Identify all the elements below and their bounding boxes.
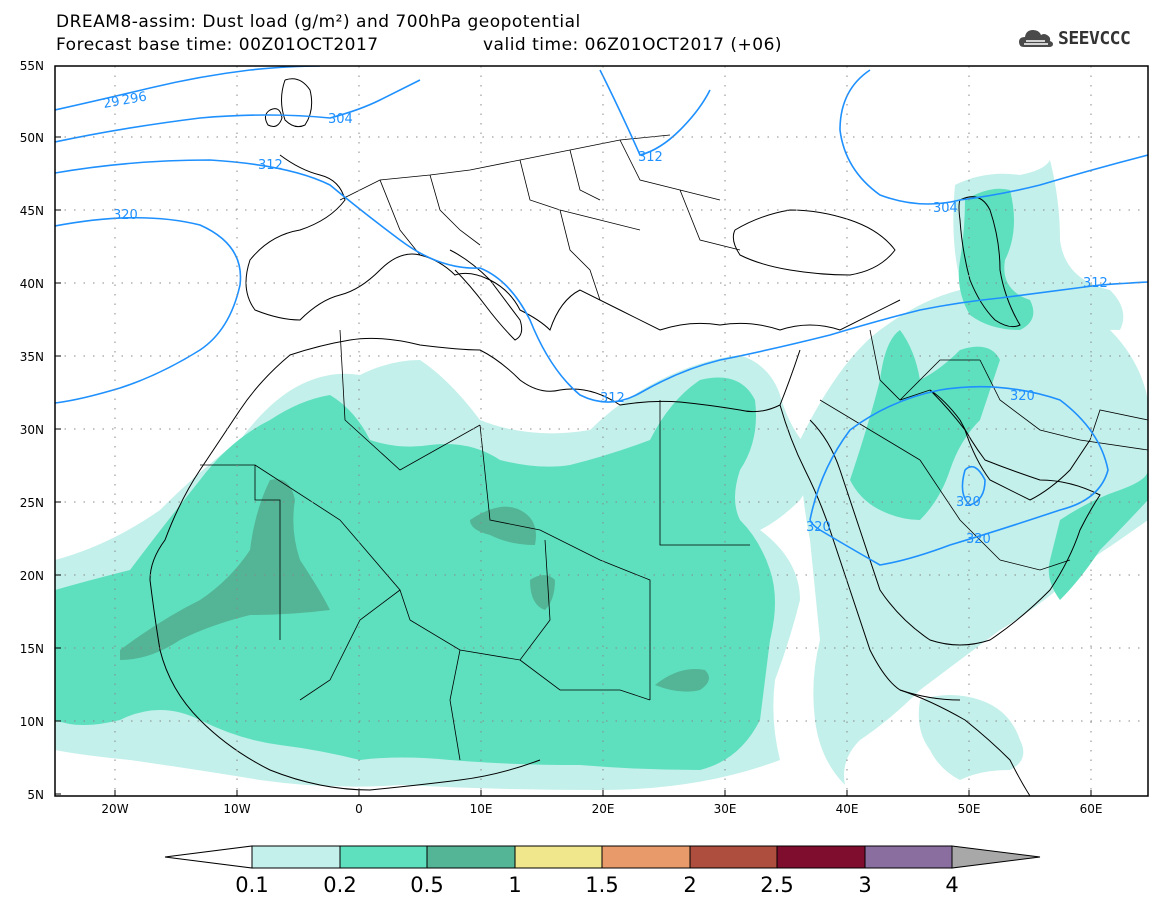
lon-label: 60E [1080,802,1103,816]
middle-east-borders [819,329,1148,571]
lon-label: 20E [592,802,615,816]
latitude-labels: 55N 50N 45N 40N 35N 30N 25N 20N 15N 10N … [20,59,44,802]
lon-label: 10E [470,802,493,816]
contour-labels: 29 296 304 304 312 312 312 312 320 320 3… [102,90,1108,547]
colorbar-tick-label: 0.1 [235,873,268,897]
longitude-labels: 20W 10W 0 10E 20E 30E 40E 50E 60E [101,802,1102,816]
europe-country-borders [339,134,741,301]
colorbar-left-arrow [164,845,253,869]
lat-label: 35N [20,350,44,364]
contour-label-312-mid: 312 [600,391,625,406]
contour-label-312-east: 312 [1083,276,1108,291]
colorbar-swatch [864,845,953,869]
seevccc-logo: SEEVCCC [1018,26,1131,50]
colorbar-swatch [689,845,778,869]
colorbar-right-arrow [951,845,1041,869]
contour-312-west [55,159,1148,403]
colorbar-swatch [776,845,866,869]
persian-gulf-coast [929,389,1091,501]
africa-country-borders [200,329,750,761]
contour-label-320-red-sea: 320 [806,520,831,535]
colorbar-swatch [601,845,691,869]
contour-320-gulf [961,465,986,506]
dust-area-mid-caspian [958,188,1034,330]
black-sea-coast [732,209,896,276]
colorbar-tick-label: 2 [683,873,696,897]
contour-label-29296: 29 296 [102,90,148,112]
north-africa-coastline [239,337,801,413]
colorbar-tick-label: 3 [858,873,871,897]
contour-label-304-west: 304 [328,112,353,127]
colorbar-swatch [339,845,428,869]
dust-area-mid-sahel [55,377,775,770]
valid-time-text: valid time: 06Z01OCT2017 (+06) [483,35,783,55]
contour-320-west [55,216,242,404]
europe-coastline [245,154,901,331]
red-sea-coast [779,404,961,701]
axis-ticks [55,65,1092,796]
base-time-text: Forecast base time: 00Z01OCT2017 [56,35,379,55]
lon-label: 40E [836,802,859,816]
forecast-time-line: Forecast base time: 00Z01OCT2017 valid ti… [56,35,782,55]
lat-label: 20N [20,569,44,583]
map-frame [54,65,1149,797]
contour-label-312-north: 312 [638,150,663,165]
logo-text: SEEVCCC [1058,27,1131,49]
horn-of-africa-coast [899,689,1031,796]
colorbar-tick-label: 1 [508,873,521,897]
lat-label: 30N [20,423,44,437]
colorbar-tick-label: 4 [945,873,958,897]
cloud-logo-icon [1019,30,1053,47]
contour-304-east [839,69,1148,205]
italy-coast [449,249,523,341]
colorbar-tick-label: 2.5 [760,873,793,897]
dust-shading [55,160,1148,790]
caspian-coast [958,196,1021,328]
contour-label-312-west: 312 [258,158,283,173]
lat-label: 40N [20,277,44,291]
arabia-coast [809,389,1101,646]
contour-label-320-east: 320 [1010,389,1035,404]
lat-label: 10N [20,715,44,729]
geopotential-contours [55,66,1148,566]
dust-area-mid-oman [1048,470,1148,600]
dust-area-high-mauritania [120,479,330,660]
dust-area-low-east-africa [918,695,1024,780]
lon-label: 20W [101,802,128,816]
graticule [55,66,1148,796]
contour-label-304-east: 304 [933,201,958,216]
lon-label: 50E [958,802,981,816]
colorbar: 0.1 0.2 0.5 1 1.5 2 2.5 3 4 [164,845,1041,897]
uk-ireland-coast [264,78,313,128]
colorbar-tick-label: 0.2 [323,873,356,897]
contour-320-east [809,385,1109,566]
lat-label: 25N [20,496,44,510]
lat-label: 15N [20,642,44,656]
colorbar-swatch [426,845,516,869]
colorbar-swatch [514,845,603,869]
lat-label: 50N [20,131,44,145]
contour-304-west [55,79,421,143]
dust-area-high-sudan [655,669,709,692]
lat-label: 5N [27,788,44,802]
contour-label-320-west: 320 [113,208,138,223]
colorbar-tick-label: 1.5 [585,873,618,897]
lon-label: 30E [714,802,737,816]
colorbar-swatch [251,845,341,869]
map-title: DREAM8-assim: Dust load (g/m²) and 700hP… [56,12,581,32]
colorbar-tick-label: 0.5 [410,873,443,897]
contour-label-320-south: 320 [966,532,991,547]
lon-label: 0 [355,802,363,816]
dust-area-high-niger [470,506,536,545]
contour-29296 [55,66,321,111]
contour-312-north [599,69,711,156]
west-africa-coastline [149,409,541,791]
lat-label: 55N [20,59,44,73]
coastlines-and-borders [149,78,1148,796]
dust-area-mid-mesopotamia [850,330,1000,520]
lon-label: 10W [223,802,250,816]
lat-label: 45N [20,204,44,218]
